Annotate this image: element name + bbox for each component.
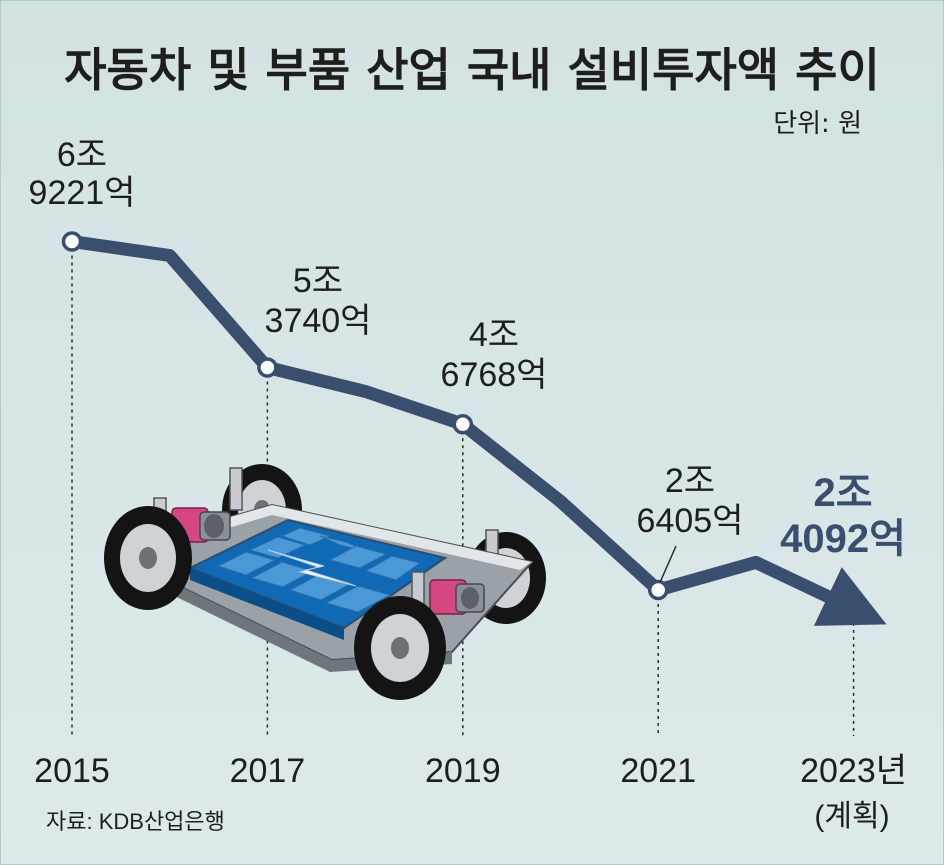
x-axis: 2015 2017 2019 2021 2023년: [34, 752, 907, 790]
value-label-2019-eok: 6768억: [441, 356, 548, 394]
ev-platform-illustration: [104, 464, 546, 700]
data-point-2019: [452, 413, 474, 435]
value-label-2019-jo: 4조: [469, 316, 519, 354]
x-tick-label-2021: 2021: [620, 752, 696, 790]
data-points: [61, 231, 669, 601]
front-right-wheel: [354, 596, 446, 700]
value-label-2021-jo: 2조: [665, 462, 715, 500]
x-tick-label-2019: 2019: [425, 752, 501, 790]
x-tick-label-2023: 2023년: [800, 752, 907, 790]
data-point-2021: [647, 579, 669, 601]
plan-note: (계획): [814, 800, 889, 833]
value-label-2023-eok: 4092억: [780, 517, 906, 561]
x-tick-label-2015: 2015: [34, 752, 110, 790]
chart-title: 자동차 및 부품 산업 국내 설비투자액 추이: [64, 43, 880, 97]
x-tick-label-2017: 2017: [230, 752, 306, 790]
value-label-2015-eok: 9221억: [29, 174, 136, 212]
value-label-2015-jo: 6조: [57, 136, 107, 174]
front-left-wheel: [104, 506, 192, 610]
rear-motor: [429, 579, 485, 615]
unit-label: 단위: 원: [773, 109, 862, 139]
data-point-2017: [257, 357, 278, 378]
source-note: 자료: KDB산업은행: [46, 809, 225, 834]
callout-line-2021: [659, 545, 677, 583]
value-label-2023-jo: 2조: [813, 471, 872, 515]
data-point-2015: [61, 231, 83, 252]
value-label-2017-eok: 3740억: [265, 302, 372, 340]
value-label-2021-eok: 6405억: [637, 502, 744, 540]
value-label-2017-jo: 5조: [293, 262, 343, 300]
